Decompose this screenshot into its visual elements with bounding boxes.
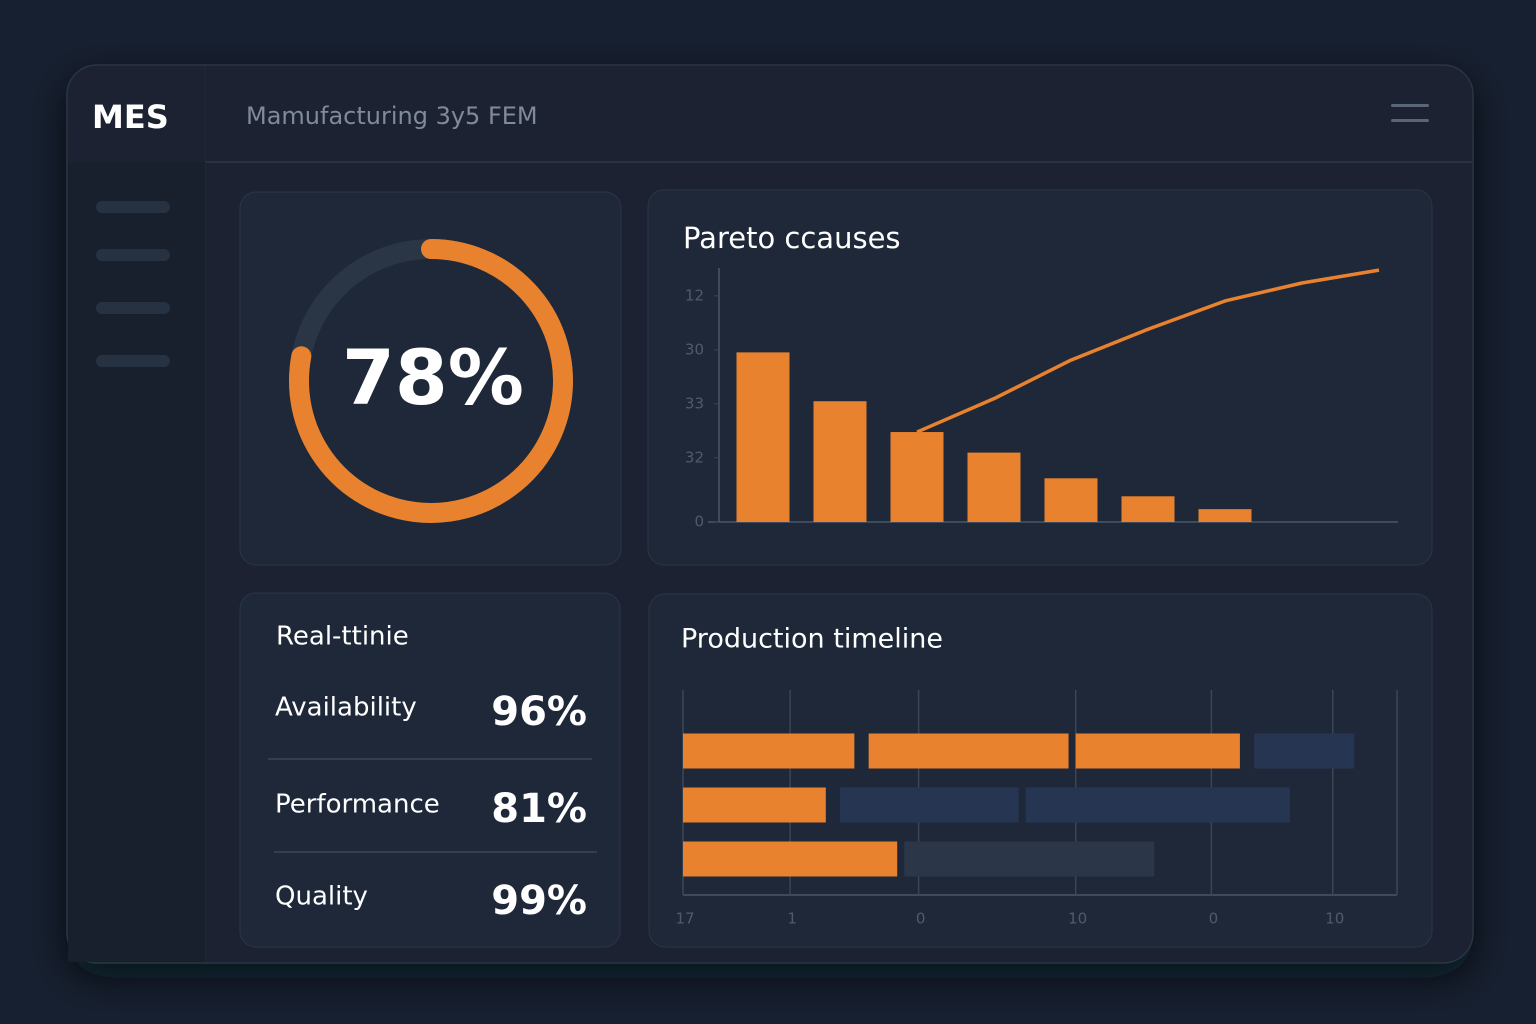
- bar: [1121, 496, 1175, 522]
- timeline-segment: [683, 841, 898, 877]
- nav-item[interactable]: [96, 302, 170, 314]
- x-tick-label: 1: [787, 910, 797, 928]
- nav-item[interactable]: [96, 249, 170, 261]
- y-tick-label: 12: [685, 286, 704, 304]
- x-tick-label: 10: [1068, 910, 1087, 928]
- metric-label: Quality: [275, 882, 368, 912]
- bar: [890, 432, 944, 522]
- bar: [736, 352, 790, 522]
- oee-title: Real-ttinie: [276, 622, 409, 652]
- timeline-segment: [1075, 733, 1240, 769]
- x-tick-label: 17: [675, 910, 694, 928]
- metric-value: 81%: [491, 786, 587, 832]
- metric-label: Availability: [275, 693, 417, 723]
- y-tick-label: 32: [685, 448, 704, 466]
- timeline-segment: [683, 787, 826, 823]
- y-tick-label: 0: [694, 513, 704, 531]
- bar: [1198, 509, 1252, 522]
- y-tick-label: 33: [685, 394, 704, 412]
- gauge-label: 78%: [342, 333, 524, 422]
- oee-panel: [239, 592, 621, 948]
- bar: [813, 401, 867, 522]
- x-tick-label: 0: [916, 910, 926, 928]
- timeline-segment: [868, 733, 1069, 769]
- logo: MES: [92, 98, 169, 136]
- timeline-segment: [1254, 733, 1355, 769]
- cumulative-line: [916, 268, 1380, 434]
- timeline-title: Production timeline: [681, 624, 943, 655]
- sidebar: [68, 162, 205, 962]
- nav-item[interactable]: [96, 201, 170, 213]
- metric-value: 99%: [491, 878, 587, 924]
- x-tick-label: 10: [1325, 910, 1344, 928]
- timeline-segment: [1025, 787, 1290, 823]
- bar: [967, 452, 1021, 522]
- gauge-arc: [289, 239, 573, 523]
- metric-label: Performance: [275, 790, 440, 820]
- app-title: Mamufacturing 3y5 FEM: [246, 102, 538, 130]
- nav-item[interactable]: [96, 355, 170, 367]
- timeline-segment: [904, 841, 1155, 877]
- menu-button[interactable]: [1391, 104, 1429, 122]
- bar: [1044, 478, 1098, 522]
- metric-value: 96%: [491, 689, 587, 735]
- x-tick-label: 0: [1209, 910, 1219, 928]
- y-tick-label: 30: [685, 340, 704, 358]
- menu-bar: [1391, 104, 1429, 107]
- menu-bar: [1391, 119, 1429, 122]
- timeline-segment: [683, 733, 855, 769]
- timeline-segment: [840, 787, 1019, 823]
- pareto-title: Pareto ccauses: [683, 221, 901, 255]
